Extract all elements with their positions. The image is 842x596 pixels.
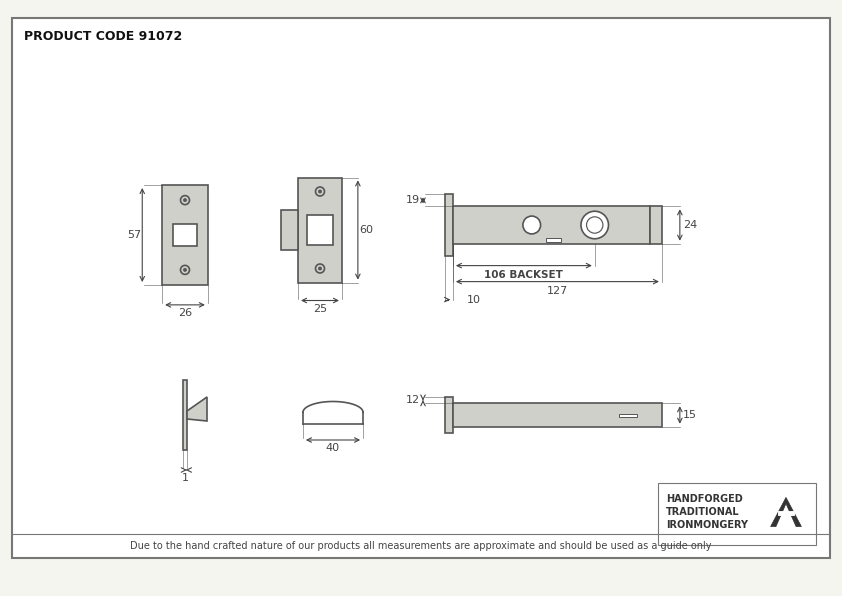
Bar <box>453 403 662 427</box>
Bar <box>280 210 298 250</box>
Bar <box>306 215 333 245</box>
Text: TRADITIONAL: TRADITIONAL <box>666 507 739 517</box>
Text: 24: 24 <box>683 220 697 230</box>
Text: 1: 1 <box>182 473 189 483</box>
Text: 57: 57 <box>127 230 141 240</box>
Text: 26: 26 <box>178 308 192 318</box>
Bar <box>546 238 561 241</box>
Bar <box>445 194 453 256</box>
Text: 25: 25 <box>313 303 327 313</box>
Bar <box>183 380 187 450</box>
Text: 15: 15 <box>683 410 697 420</box>
Circle shape <box>184 198 187 201</box>
Polygon shape <box>770 498 802 526</box>
Text: 19: 19 <box>406 195 420 206</box>
Text: 127: 127 <box>546 285 568 296</box>
Text: 40: 40 <box>326 443 340 453</box>
Text: Due to the hand crafted nature of our products all measurements are approximate : Due to the hand crafted nature of our pr… <box>131 541 711 551</box>
Text: PRODUCT CODE 91072: PRODUCT CODE 91072 <box>24 29 182 42</box>
Bar <box>619 414 637 417</box>
Bar <box>658 483 816 545</box>
Text: 10: 10 <box>467 294 481 305</box>
Circle shape <box>184 268 187 271</box>
Circle shape <box>318 190 322 193</box>
Text: 106 BACKSET: 106 BACKSET <box>484 269 563 280</box>
Polygon shape <box>187 397 207 421</box>
Bar <box>445 398 453 433</box>
Text: IRONMONGERY: IRONMONGERY <box>666 520 748 530</box>
Bar <box>650 206 662 244</box>
Bar <box>163 185 208 285</box>
Circle shape <box>318 267 322 270</box>
Bar <box>298 178 342 283</box>
Bar <box>453 206 650 244</box>
Text: HANDFORGED: HANDFORGED <box>666 494 743 504</box>
Text: 12: 12 <box>406 395 420 405</box>
Circle shape <box>581 211 609 239</box>
Bar <box>173 224 197 247</box>
Text: 60: 60 <box>359 225 373 235</box>
Ellipse shape <box>523 216 541 234</box>
